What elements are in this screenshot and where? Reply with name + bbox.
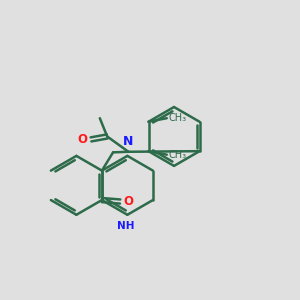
Text: CH₃: CH₃ — [168, 150, 186, 160]
Text: NH: NH — [117, 221, 135, 231]
Text: CH₃: CH₃ — [168, 113, 186, 123]
Text: N: N — [123, 135, 134, 148]
Text: O: O — [124, 195, 134, 208]
Text: O: O — [77, 133, 88, 146]
